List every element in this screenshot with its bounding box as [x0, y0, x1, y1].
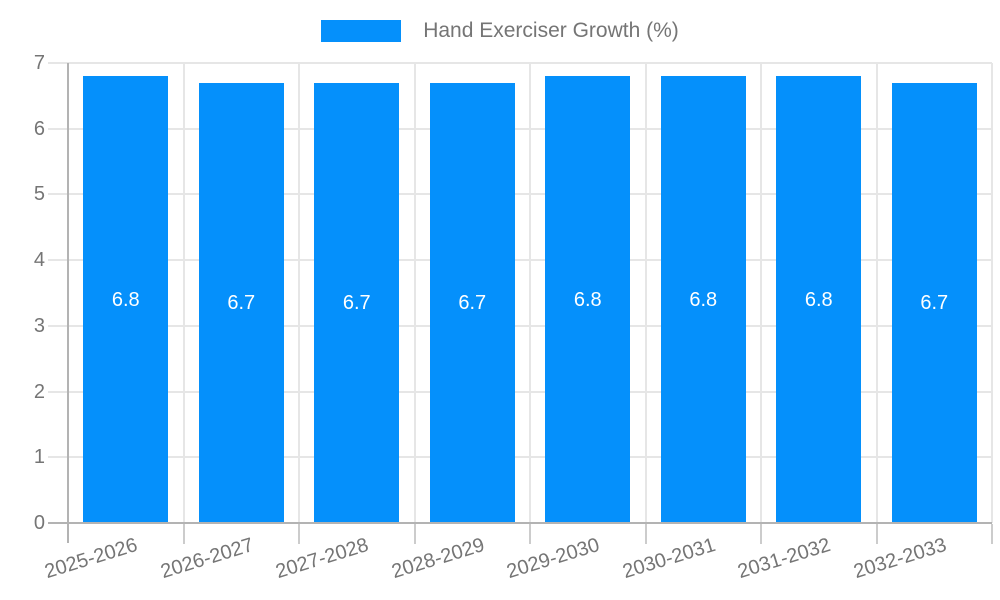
- y-tick-label: 1: [33, 446, 45, 469]
- legend-label: Hand Exerciser Growth (%): [423, 19, 679, 42]
- x-tick-label: 2027-2028: [273, 534, 372, 584]
- bar-2028-2029[interactable]: [429, 82, 515, 523]
- y-tick-label: 0: [33, 512, 45, 534]
- bar-value-label: 6.7: [920, 291, 949, 314]
- horizontal-gridline: [48, 259, 992, 262]
- bar-value-label: 6.7: [227, 291, 256, 314]
- y-tick-label: 2: [33, 380, 45, 403]
- x-axis-tick: [529, 524, 531, 544]
- x-tick-label: 2030-2031: [619, 534, 718, 584]
- vertical-gridline: [991, 63, 993, 523]
- x-axis-tick: [182, 524, 185, 544]
- horizontal-gridline: [48, 324, 992, 327]
- bar-2032-2033[interactable]: [891, 82, 977, 523]
- legend: Hand Exerciser Growth (%): [0, 19, 1000, 43]
- bar-value-label: 6.8: [804, 288, 833, 311]
- vertical-gridline: [298, 63, 300, 523]
- y-tick-label: 3: [33, 314, 45, 337]
- x-axis-tick: [298, 524, 300, 544]
- vertical-gridline: [413, 63, 416, 523]
- bar-value-label: 6.7: [458, 291, 487, 314]
- bar-2031-2032[interactable]: [776, 76, 862, 523]
- x-axis-tick: [875, 524, 878, 544]
- x-axis-tick: [644, 524, 647, 544]
- y-tick-label: 7: [33, 52, 45, 74]
- bar-value-label: 6.7: [342, 291, 371, 314]
- y-axis-line: [67, 63, 69, 543]
- horizontal-gridline: [48, 62, 992, 64]
- x-axis-tick: [413, 524, 416, 544]
- vertical-gridline: [644, 63, 647, 523]
- bar-2030-2031[interactable]: [660, 76, 746, 523]
- x-tick-label: 2031-2032: [735, 534, 834, 584]
- horizontal-gridline: [48, 456, 992, 459]
- y-tick-label: 4: [33, 249, 45, 272]
- bar-2029-2030[interactable]: [545, 76, 631, 523]
- y-tick-label: 6: [33, 117, 45, 140]
- x-tick-label: 2032-2033: [850, 534, 949, 584]
- x-axis-tick: [991, 524, 993, 544]
- bar-value-label: 6.8: [573, 288, 602, 311]
- legend-swatch: [321, 20, 402, 42]
- vertical-gridline: [875, 63, 878, 523]
- bar-2026-2027[interactable]: [198, 82, 284, 523]
- x-axis-tick: [760, 524, 762, 544]
- bar-2025-2026[interactable]: [83, 76, 169, 523]
- horizontal-gridline: [48, 127, 992, 130]
- vertical-gridline: [182, 63, 185, 523]
- x-tick-label: 2025-2026: [42, 534, 141, 584]
- x-tick-label: 2028-2029: [388, 534, 487, 584]
- x-tick-label: 2029-2030: [504, 534, 603, 584]
- bar-value-label: 6.8: [689, 288, 718, 311]
- bar-2027-2028[interactable]: [314, 82, 400, 523]
- y-tick-label: 5: [33, 183, 45, 206]
- horizontal-gridline: [48, 390, 992, 393]
- x-axis-line: [48, 522, 992, 524]
- bar-value-label: 6.8: [111, 288, 140, 311]
- x-tick-label: 2026-2027: [157, 534, 256, 584]
- vertical-gridline: [760, 63, 762, 523]
- horizontal-gridline: [48, 193, 992, 196]
- vertical-gridline: [529, 63, 531, 523]
